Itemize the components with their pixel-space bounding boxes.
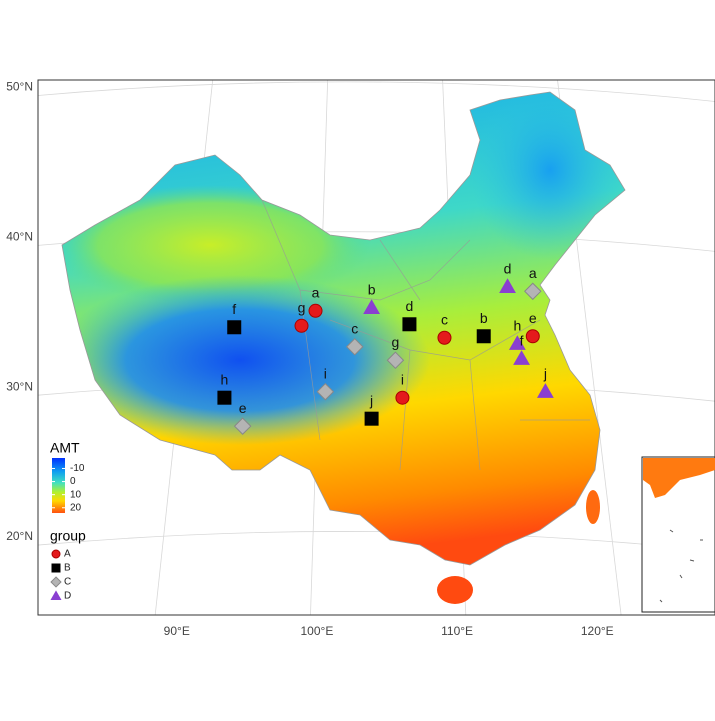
point-label: i [401, 371, 404, 387]
legend-label: A [64, 549, 71, 560]
plot-border [37, 79, 715, 616]
legend-symbol [51, 549, 61, 559]
inset-map [641, 456, 715, 613]
point-label: h [513, 317, 521, 333]
point-label: c [441, 311, 448, 327]
point [217, 390, 232, 405]
point-label: e [529, 310, 537, 326]
colorbar-tick-label: -10 [70, 463, 85, 474]
province-borders [261, 199, 590, 471]
point-label: d [406, 298, 414, 314]
colorbar-tick-label: 0 [70, 476, 76, 487]
point [316, 382, 335, 401]
hainan [437, 576, 473, 604]
parallel [38, 81, 715, 102]
country-outline [61, 91, 626, 566]
point-label: d [504, 261, 512, 277]
legend-symbol [50, 576, 62, 588]
legend-title: group [50, 528, 86, 544]
colorbar-title: AMT [50, 440, 80, 456]
point-label: h [221, 371, 229, 387]
point [437, 330, 452, 345]
point [525, 329, 540, 344]
x-tick-label: 90°E [164, 624, 190, 638]
point-label: j [369, 392, 373, 408]
point-label: b [368, 281, 376, 297]
point [233, 417, 252, 435]
point [395, 390, 410, 405]
point [499, 278, 516, 293]
parallel [38, 531, 715, 552]
point [227, 320, 242, 335]
point-label: f [232, 301, 236, 317]
y-tick-label: 20°N [6, 529, 33, 543]
y-tick-label: 30°N [6, 379, 33, 393]
point [402, 317, 417, 332]
point [508, 335, 526, 350]
taiwan [586, 490, 600, 524]
point [364, 411, 379, 426]
colorbar [52, 458, 65, 513]
point-label: g [392, 334, 400, 350]
legend-symbol [50, 590, 62, 600]
colorbar-tick-label: 20 [70, 502, 82, 513]
temperature-surface [62, 92, 625, 565]
point-label: b [480, 310, 488, 326]
point [476, 329, 491, 344]
y-tick-label: 40°N [6, 230, 33, 244]
legend-symbol [51, 563, 61, 573]
point [294, 318, 309, 333]
point-label: a [529, 265, 537, 281]
x-tick-label: 120°E [581, 624, 614, 638]
point [524, 282, 542, 301]
point-label: f [520, 332, 524, 348]
point [363, 299, 380, 314]
legend-label: D [64, 591, 71, 602]
point-label: g [298, 299, 306, 315]
point [346, 337, 364, 356]
x-tick-label: 110°E [441, 624, 473, 638]
point [386, 351, 405, 370]
x-tick-label: 100°E [301, 624, 334, 638]
point [513, 350, 530, 365]
point-label: i [324, 365, 327, 381]
point-label: c [351, 320, 358, 336]
colorbar-tick-label: 10 [70, 489, 82, 500]
y-tick-label: 50°N [6, 80, 33, 94]
point [308, 303, 323, 318]
point [536, 383, 554, 398]
point-label: e [239, 400, 247, 416]
legend-label: C [64, 577, 71, 588]
legend-label: B [64, 563, 71, 574]
point-label: j [543, 365, 547, 381]
point-label: a [312, 284, 320, 300]
